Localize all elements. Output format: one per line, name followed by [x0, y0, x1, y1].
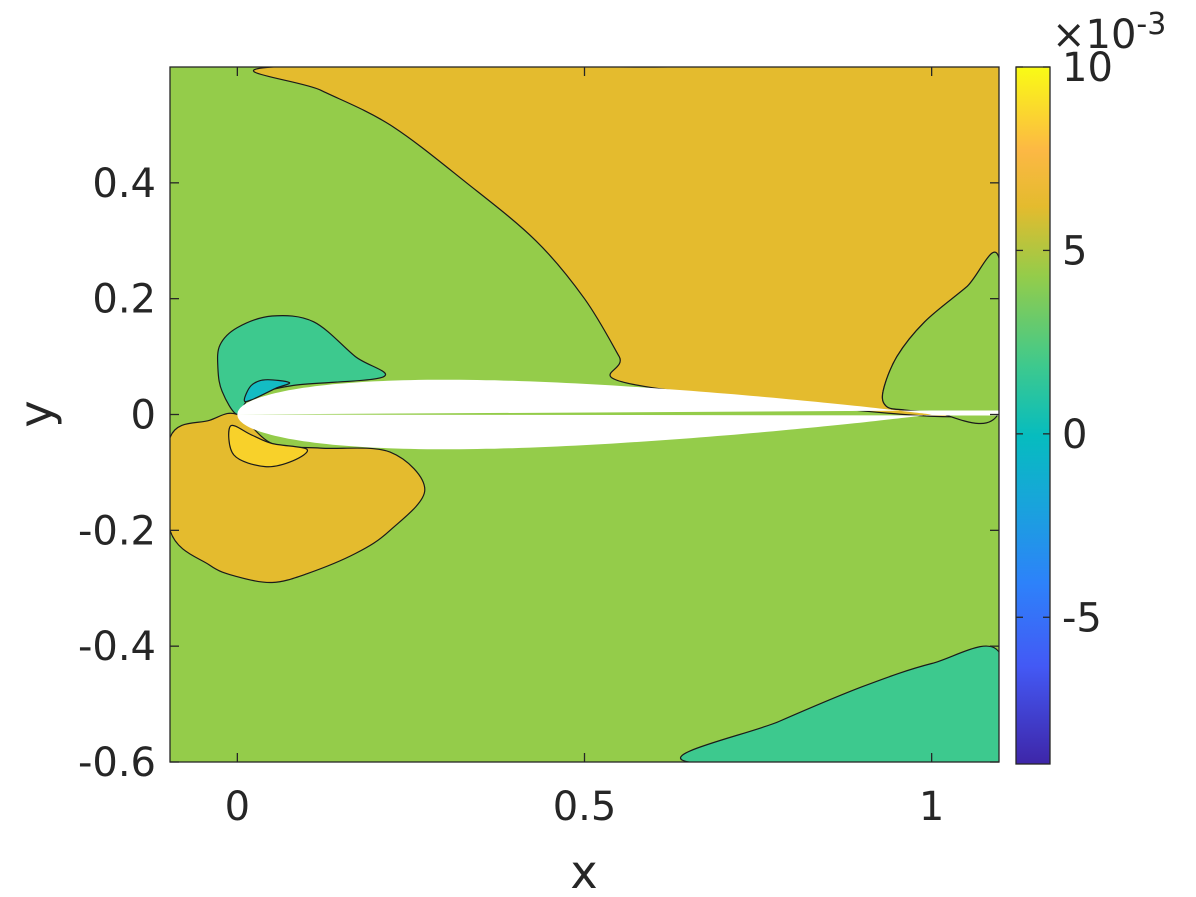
y-tick-label: -0.6 [78, 740, 156, 786]
colorbar-exponent: ×10-3 [1052, 7, 1166, 58]
contour-region-stagnation-peak-5 [228, 424, 309, 468]
colorbar-tick-label: 0 [1062, 412, 1087, 458]
y-tick-label: -0.2 [78, 508, 156, 554]
y-tick-label: -0.4 [78, 624, 156, 670]
colorbar-tick-label: 10 [1062, 45, 1113, 91]
colorbar-ticks: 10 5 0 -5 [1016, 45, 1113, 641]
y-tick-label: 0 [131, 393, 156, 439]
y-axis-label: y [9, 400, 63, 427]
x-axis-label: x [570, 845, 597, 897]
contour-region-mid-1 [881, 251, 999, 425]
contour-region-suction-core-3 [243, 379, 291, 403]
y-tick-label: 0.2 [92, 277, 156, 323]
contour-region-low-6 [679, 645, 999, 762]
colorbar-exponent-base: ×10 [1052, 12, 1136, 58]
x-tick-label: 0.5 [553, 784, 617, 830]
x-axis-ticks: 0 0.5 1 [225, 67, 944, 830]
y-tick-label: 0.4 [92, 161, 156, 207]
x-tick-label: 0 [225, 784, 250, 830]
contour-regions [170, 67, 999, 762]
colorbar-tick-label: -5 [1062, 595, 1102, 641]
y-axis-ticks: 0.4 0.2 0 -0.2 -0.4 -0.6 [78, 161, 999, 786]
x-tick-label: 1 [919, 784, 944, 830]
airfoil-body [237, 379, 1000, 450]
colorbar-tick-label: 5 [1062, 228, 1087, 274]
colorbar [1015, 66, 1051, 765]
colorbar-exponent-sup: -3 [1136, 7, 1166, 42]
